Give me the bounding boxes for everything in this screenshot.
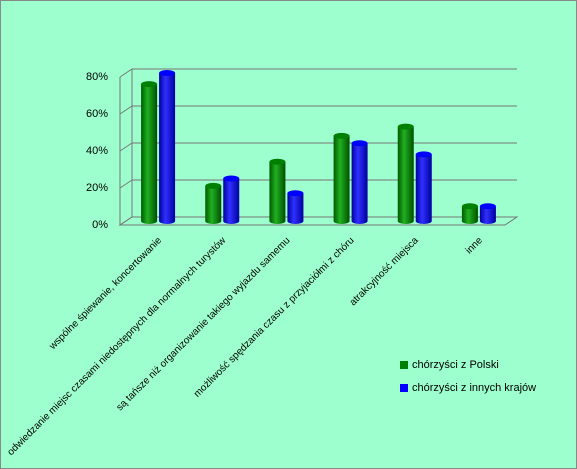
bar <box>461 206 478 225</box>
bar <box>415 154 432 225</box>
bar <box>479 206 496 225</box>
bar-top <box>141 81 158 88</box>
bar-top <box>205 182 222 189</box>
bar-top <box>479 203 496 210</box>
bar <box>333 135 350 225</box>
bar <box>269 161 286 225</box>
legend-label: chórzyści z innych krajów <box>412 382 536 394</box>
bar-top <box>397 123 414 130</box>
bar <box>223 178 240 225</box>
legend-label: chórzyści z Polski <box>412 359 499 371</box>
bar-top <box>461 203 478 210</box>
grid-line <box>119 68 517 78</box>
bar-top <box>159 70 176 76</box>
y-tick-label: 0% <box>92 219 108 231</box>
bar <box>287 193 304 225</box>
legend-swatch <box>400 361 408 369</box>
y-tick-label: 60% <box>86 108 108 120</box>
y-tick-label: 20% <box>86 182 108 194</box>
bar <box>397 126 414 225</box>
grid-line <box>119 142 517 152</box>
bar-top <box>333 132 350 139</box>
bar <box>141 84 158 225</box>
bar <box>205 185 222 225</box>
legend-swatch <box>400 384 408 392</box>
bar-top <box>415 151 432 158</box>
bar-top <box>269 158 286 165</box>
y-tick-label: 80% <box>86 71 108 83</box>
grid-line <box>119 105 517 115</box>
grid-line <box>119 179 517 189</box>
bar-top <box>287 190 304 197</box>
y-tick-label: 40% <box>86 145 108 157</box>
grid-line <box>119 216 517 226</box>
bar-top <box>223 175 240 182</box>
bar <box>159 73 176 225</box>
bar <box>351 143 368 225</box>
bar-top <box>351 140 368 147</box>
